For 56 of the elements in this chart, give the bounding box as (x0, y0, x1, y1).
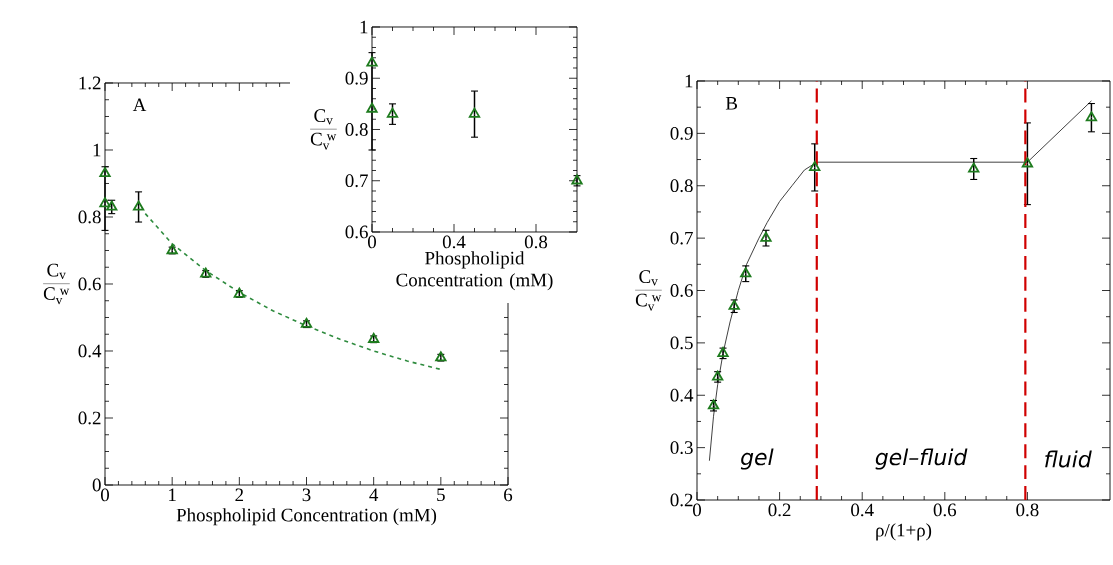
y-tick-label: 0.7 (670, 231, 693, 245)
y-tick-label: 0.9 (345, 71, 368, 85)
y-axis-title: $\frac{\mathrm{C}_{\mathrm{v}}}{\mathrm{C}_{\mathrm{v}}^{\;\mathrm{w}}}$ (635, 270, 662, 311)
y-tick-label: 1.2 (79, 76, 101, 90)
point (968, 162, 980, 173)
x-axis-title: ρ/(1+ρ) (876, 523, 932, 541)
annotation: A (132, 98, 147, 112)
y-tick-label: 0 (92, 478, 101, 492)
y-tick-label: 1 (93, 143, 101, 157)
point (468, 107, 481, 118)
y-tick-label: 0.6 (78, 277, 101, 291)
point (366, 56, 378, 67)
x-tick-label: 5 (437, 488, 445, 502)
annotation: fluid (1045, 450, 1092, 468)
point (386, 107, 399, 118)
y-tick-label: 0.8 (345, 123, 368, 136)
point (1085, 111, 1098, 122)
y-axis-title: $\frac{\mathrm{C}_{\mathrm{v}}}{\mathrm{C}_{\mathrm{v}}^{\;\mathrm{w}}}$ (43, 263, 70, 305)
x-tick-label: 0.4 (851, 503, 874, 517)
annotation: gel (740, 448, 774, 470)
point (728, 299, 740, 310)
x-tick-label: 4 (369, 488, 379, 501)
y-tick-label: 0.3 (670, 441, 693, 455)
y-tick-label: 0.6 (345, 225, 368, 239)
x-tick-label: 0.6 (933, 503, 957, 517)
y-tick-label: 0.9 (670, 126, 693, 140)
y-tick-label: 1 (685, 74, 693, 88)
x-tick-label: 0 (367, 235, 377, 249)
y-tick-label: 0.8 (670, 179, 693, 193)
y-tick-label: 0.5 (670, 336, 693, 350)
x-axis-title: Phospholipid Concentration (mM) (176, 508, 437, 526)
point (132, 200, 145, 211)
x-tick-label: 0.4 (442, 235, 466, 249)
x-tick-label: 0.8 (1016, 503, 1039, 517)
point (99, 167, 111, 178)
point (809, 161, 821, 172)
y-tick-label: 0.7 (345, 174, 368, 188)
point (1021, 157, 1034, 168)
x-tick-label: 1 (169, 488, 176, 502)
y-tick-label: 0.4 (670, 388, 694, 402)
annotation: gel–fluid (875, 448, 968, 470)
x-tick-label: 6 (504, 488, 513, 502)
point (366, 102, 378, 113)
y-tick-label: 0.4 (78, 344, 102, 358)
x-tick-label: 3 (302, 488, 311, 502)
x-axis-title: Phospholipid Concentration (mM) (396, 251, 553, 291)
x-tick-label: 2 (235, 488, 244, 502)
x-tick-label: 0.8 (524, 235, 548, 249)
y-axis-title: $\frac{\mathrm{C}_{\mathrm{v}}}{\mathrm{C}_{\mathrm{v}}^{\;\mathrm{w}}}$ (310, 109, 337, 150)
y-tick-label: 0.8 (78, 210, 101, 224)
annotation: B (725, 97, 738, 110)
y-tick-label: 0.2 (78, 411, 101, 425)
point (106, 200, 118, 211)
y-tick-label: 1 (360, 20, 368, 34)
y-tick-label: 0.6 (670, 284, 693, 297)
x-tick-label: 0.2 (768, 503, 791, 517)
